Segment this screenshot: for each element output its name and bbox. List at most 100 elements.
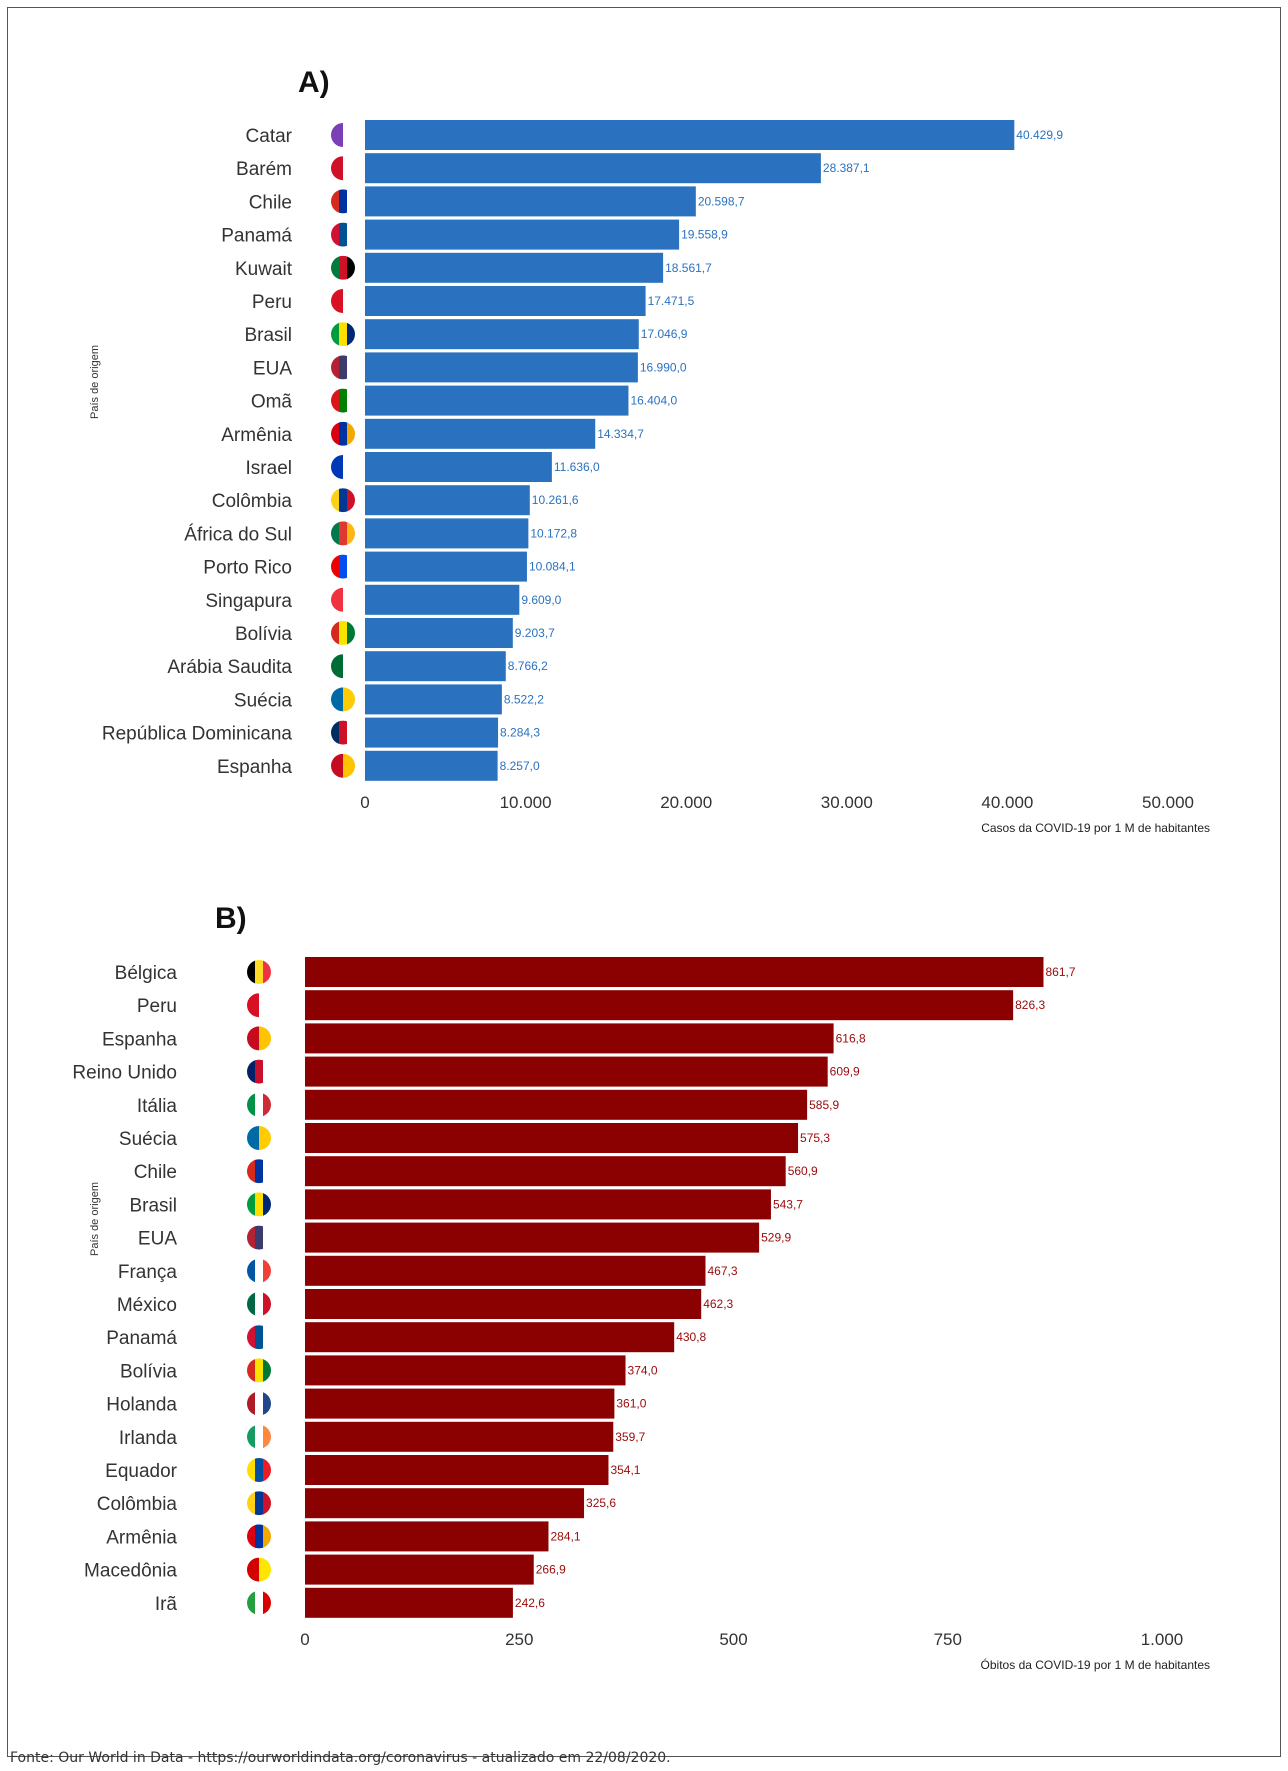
value-label-singapura: 9.609,0 bbox=[521, 593, 561, 607]
category-label-bolivia: Bolívia bbox=[120, 1361, 177, 1382]
value-label-belgica: 861,7 bbox=[1045, 965, 1075, 979]
bar-ira bbox=[305, 1587, 513, 1618]
x-tick-label: 50.000 bbox=[1142, 793, 1194, 812]
peru-flag-icon bbox=[247, 993, 271, 1018]
category-label-chile: Chile bbox=[249, 192, 292, 213]
value-label-oma: 16.404,0 bbox=[630, 394, 677, 408]
category-label-armenia: Armênia bbox=[106, 1527, 177, 1548]
israel-flag-icon bbox=[331, 455, 355, 479]
value-label-bolivia: 374,0 bbox=[628, 1363, 658, 1377]
category-label-arabia-saudita: Arábia Saudita bbox=[167, 657, 292, 678]
value-label-irlanda: 359,7 bbox=[615, 1430, 645, 1444]
category-label-mexico: México bbox=[117, 1295, 177, 1316]
category-label-kuwait: Kuwait bbox=[235, 259, 293, 280]
category-label-peru: Peru bbox=[252, 292, 292, 313]
category-label-espanha: Espanha bbox=[102, 1029, 177, 1050]
bar-israel bbox=[365, 452, 552, 482]
bar-colombia bbox=[305, 1488, 585, 1519]
qatar-flag-icon bbox=[331, 123, 355, 147]
value-label-kuwait: 18.561,7 bbox=[665, 261, 712, 275]
category-label-brasil: Brasil bbox=[129, 1195, 177, 1216]
puerto-rico-flag-icon bbox=[331, 554, 355, 579]
dominican-republic-flag-icon bbox=[331, 720, 355, 745]
bar-chile bbox=[305, 1156, 786, 1187]
x-tick-label: 30.000 bbox=[821, 793, 873, 812]
spain-flag-icon bbox=[247, 1026, 271, 1051]
x-tick-label: 250 bbox=[505, 1630, 533, 1649]
bar-franca bbox=[305, 1255, 706, 1286]
bar-holanda bbox=[305, 1388, 615, 1419]
bar-eua bbox=[365, 352, 638, 383]
ireland-flag-icon bbox=[247, 1424, 271, 1449]
panama-flag-icon bbox=[331, 222, 355, 247]
category-label-brasil: Brasil bbox=[244, 325, 292, 346]
bar-reino-unido bbox=[305, 1056, 828, 1087]
value-label-porto-rico: 10.084,1 bbox=[529, 560, 576, 574]
category-label-eua: EUA bbox=[253, 358, 292, 379]
value-label-franca: 467,3 bbox=[707, 1264, 737, 1278]
bar-kuwait bbox=[365, 252, 664, 283]
y-axis-title: País de origem bbox=[89, 1182, 101, 1256]
value-label-reino-unido: 609,9 bbox=[830, 1065, 860, 1079]
chart-panel-b: B) País de origem Bélgica 861,7 Peru 826,3 Esp… bbox=[72, 902, 1210, 1672]
figure-frame bbox=[7, 7, 1281, 1757]
usa-flag-icon bbox=[247, 1225, 271, 1250]
bar-panama bbox=[365, 219, 680, 250]
mexico-flag-icon bbox=[247, 1292, 271, 1316]
category-label-franca: França bbox=[118, 1262, 178, 1283]
value-label-ira: 242,6 bbox=[515, 1596, 545, 1610]
saudi-arabia-flag-icon bbox=[331, 654, 355, 679]
bar-suecia bbox=[305, 1123, 799, 1153]
x-tick-label: 0 bbox=[300, 1630, 309, 1649]
category-label-irlanda: Irlanda bbox=[119, 1428, 178, 1449]
value-label-peru: 17.471,5 bbox=[648, 294, 695, 308]
value-label-chile: 560,9 bbox=[788, 1164, 818, 1178]
bar-panama bbox=[305, 1322, 675, 1353]
bar-chile bbox=[365, 186, 696, 217]
bar-equador bbox=[305, 1455, 609, 1485]
south-africa-flag-icon bbox=[331, 521, 355, 546]
value-label-brasil: 17.046,9 bbox=[641, 327, 688, 341]
x-tick-label: 0 bbox=[360, 793, 369, 812]
bar-mexico bbox=[305, 1289, 702, 1319]
bar-brasil bbox=[305, 1189, 771, 1220]
bar-republica-dominicana bbox=[365, 717, 499, 748]
bar-irlanda bbox=[305, 1421, 614, 1452]
bar-catar bbox=[365, 120, 1015, 150]
value-label-italia: 585,9 bbox=[809, 1098, 839, 1112]
source-caption: Fonte: Our World in Data - https://ourwo… bbox=[10, 1750, 671, 1766]
x-tick-label: 500 bbox=[719, 1630, 747, 1649]
category-label-africa-do-sul: África do Sul bbox=[184, 524, 292, 545]
category-label-israel: Israel bbox=[246, 458, 292, 479]
category-label-peru: Peru bbox=[137, 996, 177, 1017]
category-label-panama: Panamá bbox=[106, 1328, 177, 1349]
value-label-espanha: 616,8 bbox=[836, 1031, 866, 1045]
value-label-panama: 19.558,9 bbox=[681, 228, 728, 242]
value-label-peru: 826,3 bbox=[1015, 998, 1045, 1012]
north-macedonia-flag-icon bbox=[247, 1557, 271, 1582]
sweden-flag-icon bbox=[247, 1126, 271, 1150]
category-label-bolivia: Bolívia bbox=[235, 624, 292, 645]
colombia-flag-icon bbox=[331, 488, 355, 513]
bar-suecia bbox=[365, 684, 502, 715]
bar-peru bbox=[365, 286, 646, 316]
bolivia-flag-icon bbox=[247, 1358, 271, 1383]
category-label-colombia: Colômbia bbox=[97, 1494, 178, 1515]
bolivia-flag-icon bbox=[331, 621, 355, 645]
category-label-equador: Equador bbox=[105, 1461, 178, 1482]
oman-flag-icon bbox=[331, 388, 355, 413]
sweden-flag-icon bbox=[331, 687, 355, 712]
brazil-flag-icon bbox=[331, 322, 355, 347]
category-label-espanha: Espanha bbox=[217, 757, 292, 778]
value-label-holanda: 361,0 bbox=[616, 1397, 646, 1411]
bar-brasil bbox=[365, 319, 639, 350]
panama-flag-icon bbox=[247, 1325, 271, 1350]
category-label-panama: Panamá bbox=[221, 226, 292, 247]
colombia-flag-icon bbox=[247, 1491, 271, 1516]
category-label-oma: Omã bbox=[251, 392, 293, 413]
bar-singapura bbox=[365, 584, 520, 615]
value-label-espanha: 8.257,0 bbox=[500, 759, 540, 773]
bar-espanha bbox=[365, 750, 498, 781]
chart-panel-a: A) País de origem Catar 40.429,9 Barém 28.387… bbox=[89, 66, 1210, 835]
